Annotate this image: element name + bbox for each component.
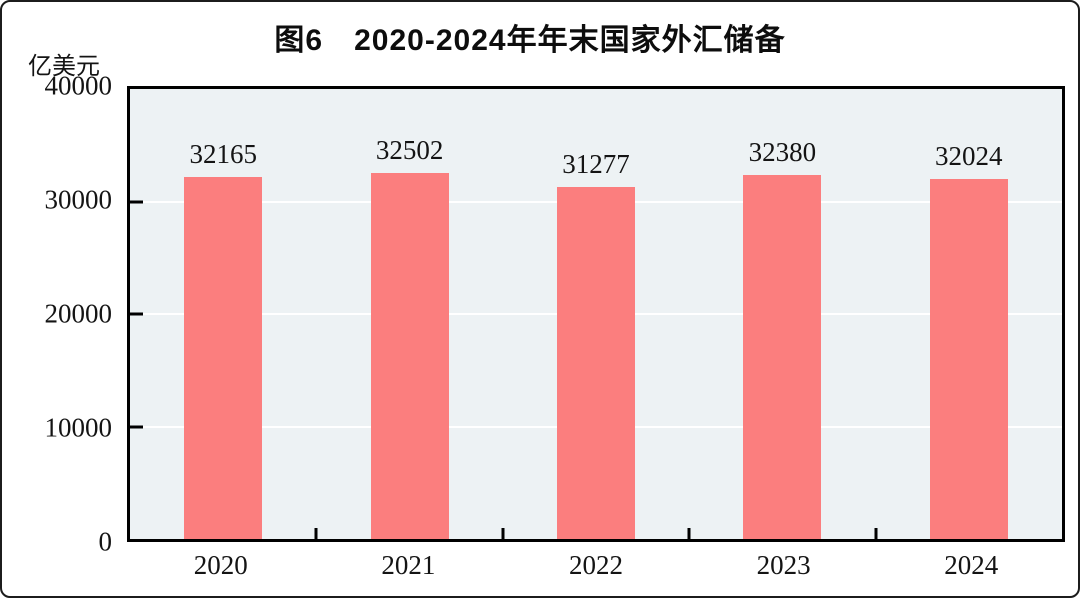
y-tick bbox=[130, 312, 143, 316]
chart-title: 图6 2020-2024年年末国家外汇储备 bbox=[274, 24, 786, 57]
x-tick bbox=[687, 528, 691, 539]
y-axis-tick-label: 30000 bbox=[44, 184, 113, 215]
bar bbox=[743, 174, 822, 539]
bar bbox=[184, 177, 263, 539]
x-tick bbox=[874, 528, 878, 539]
bar-value-label: 31277 bbox=[562, 149, 630, 180]
x-axis-tick-label: 2023 bbox=[756, 550, 811, 580]
bar-value-label: 32165 bbox=[189, 139, 257, 170]
x-axis-tick-label: 2024 bbox=[944, 550, 999, 580]
x-axis-tick-label: 2022 bbox=[569, 550, 623, 580]
x-tick bbox=[501, 528, 505, 539]
x-tick bbox=[314, 528, 318, 539]
bar-value-label: 32024 bbox=[935, 140, 1003, 171]
y-tick bbox=[130, 200, 143, 203]
bar bbox=[929, 178, 1008, 539]
bar bbox=[557, 187, 635, 539]
y-axis-unit-label: 亿美元 bbox=[28, 54, 100, 80]
y-axis-tick-label: 40000 bbox=[44, 70, 113, 101]
bar-value-label: 32502 bbox=[375, 135, 444, 166]
x-axis-tick-label: 2020 bbox=[193, 550, 248, 580]
y-axis-tick-label: 0 bbox=[98, 526, 113, 557]
bar-value-label: 32380 bbox=[748, 136, 817, 167]
bar bbox=[370, 173, 449, 539]
x-axis-tick-label: 2021 bbox=[381, 550, 436, 580]
y-axis-tick-label: 10000 bbox=[44, 412, 113, 443]
y-tick bbox=[130, 425, 143, 428]
x-axis-tick-labels: 2020 2021 2022 2023 2024 bbox=[127, 549, 1065, 589]
y-axis-tick-labels: 0 10000 20000 30000 40000 bbox=[2, 72, 113, 555]
y-axis-tick-label: 20000 bbox=[44, 298, 113, 329]
plot-area: 32165 32502 31277 32380 32024 bbox=[127, 86, 1065, 542]
